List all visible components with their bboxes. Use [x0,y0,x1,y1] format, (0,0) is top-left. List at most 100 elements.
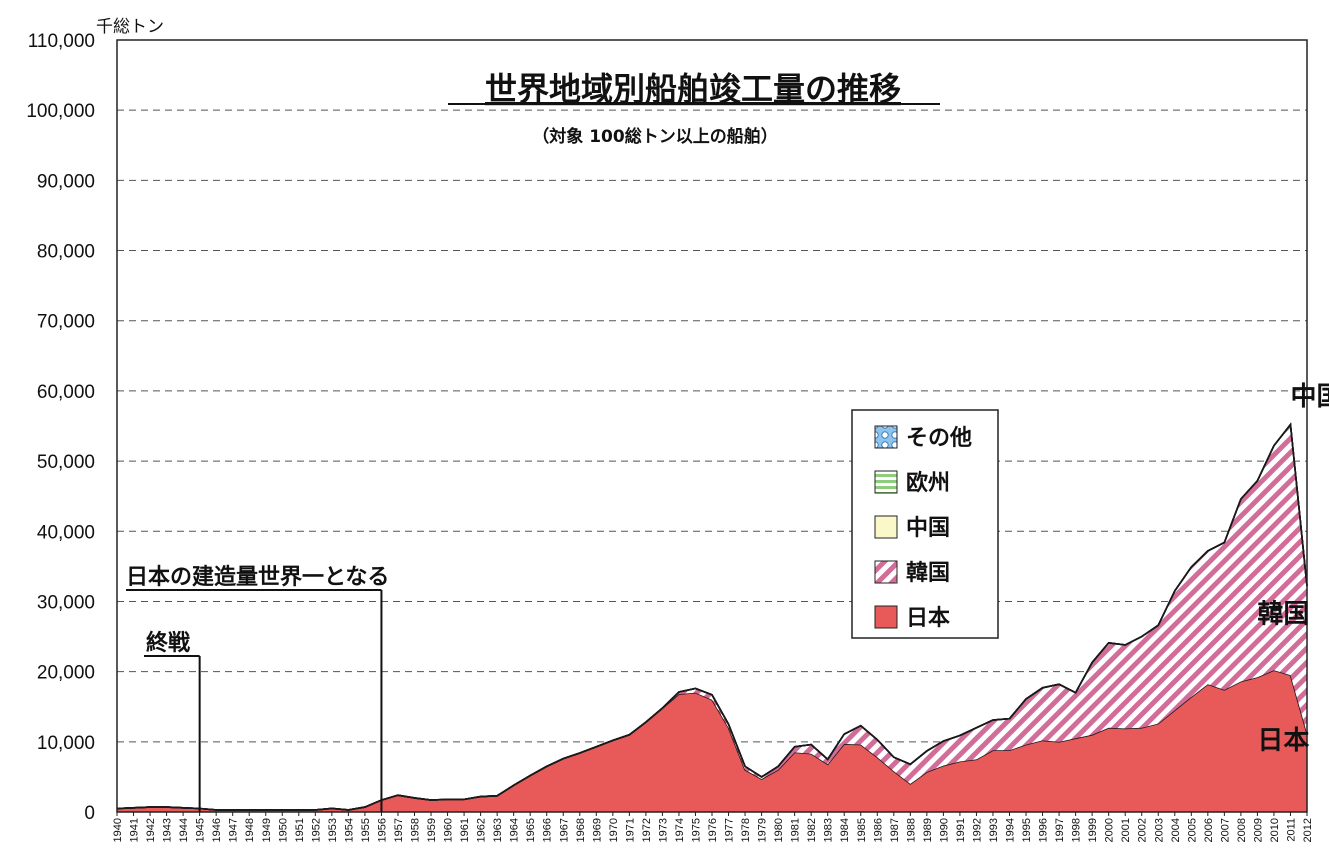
x-tick-label: 1991 [955,818,967,842]
x-tick-label: 1978 [740,818,752,842]
x-tick-label: 1968 [575,818,587,842]
region-label: 韓国 [1257,600,1309,630]
stacked-areas [116,422,1308,812]
annotation-label: 終戦 [146,630,191,656]
x-tick-label: 1940 [112,818,124,842]
x-tick-label: 1989 [922,818,934,842]
x-tick-label: 2005 [1186,818,1198,842]
legend-swatch-china [874,515,898,539]
x-tick-label: 1941 [129,818,141,842]
chart-subtitle: （対象 100総トン以上の船舶） [532,126,777,147]
y-tick-label: 60,000 [37,382,95,403]
x-tick-label: 1988 [905,818,917,842]
x-tick-label: 2004 [1170,818,1182,842]
x-tick-label: 1960 [443,818,455,842]
y-tick-label: 70,000 [37,312,95,333]
x-tick-label: 1990 [938,818,950,842]
x-tick-label: 1999 [1087,818,1099,842]
x-tick-label: 1964 [509,818,521,842]
x-tick-label: 1981 [790,818,802,842]
x-tick-label: 1965 [525,818,537,842]
x-tick-label: 1977 [724,818,736,842]
y-tick-label: 0 [84,803,95,824]
x-tick-label: 1949 [261,818,273,842]
x-tick-label: 2007 [1219,818,1231,842]
x-tick-label: 2000 [1104,818,1116,842]
x-tick-label: 2002 [1137,818,1149,842]
y-tick-label: 110,000 [28,31,95,52]
x-tick-label: 2012 [1302,818,1314,842]
x-tick-label: 1966 [542,818,554,842]
x-tick-label: 1974 [674,818,686,842]
x-tick-label: 2001 [1120,818,1132,842]
x-tick-label: 1946 [211,818,223,842]
x-tick-label: 1956 [376,818,388,842]
x-tick-label: 1994 [1005,818,1017,842]
x-tick-label: 1986 [872,818,884,842]
annotation-label: 日本の建造量世界一となる [126,565,389,590]
x-tick-label: 1947 [228,818,240,842]
x-tick-label: 1962 [476,818,488,842]
x-tick-label: 1976 [707,818,719,842]
x-tick-label: 1980 [773,818,785,842]
x-tick-label: 1958 [410,818,422,842]
x-tick-label: 2003 [1153,818,1165,842]
x-tick-label: 1973 [657,818,669,842]
y-tick-label: 100,000 [26,101,95,122]
x-tick-label: 1944 [178,818,190,842]
x-tick-label: 2009 [1252,818,1264,842]
x-tick-label: 2006 [1203,818,1215,842]
legend-label-china: 中国 [906,516,950,541]
x-tick-label: 1970 [608,818,620,842]
y-tick-label: 50,000 [37,452,95,473]
legend: その他 欧州 中国 韓国 日本 [851,409,999,639]
legend-label-europe: 欧州 [906,470,950,496]
y-tick-label: 90,000 [37,171,95,192]
legend-swatch-europe [874,470,898,494]
x-tick-label: 1959 [426,818,438,842]
x-tick-label: 1975 [690,818,702,842]
gridlines [117,109,1307,743]
y-tick-label: 20,000 [37,663,95,684]
y-axis-unit-label: 千総トン [96,17,164,37]
area-series-0 [117,670,1307,812]
x-tick-label: 1951 [294,818,306,842]
x-axis: 1940 1941 1942 1943 1944 1945 1946 1947 1948 1949… [112,812,1314,842]
legend-swatch-other [874,425,898,449]
x-tick-label: 1972 [641,818,653,842]
y-tick-label: 40,000 [37,522,95,543]
x-tick-label: 2010 [1269,818,1281,842]
x-tick-label: 1954 [343,818,355,842]
x-tick-label: 1985 [856,818,868,842]
y-tick-label: 10,000 [37,733,95,754]
legend-label-other: その他 [906,426,972,451]
legend-label-korea: 韓国 [906,560,950,586]
x-tick-label: 1943 [162,818,174,842]
region-label: 中国 [1290,382,1329,412]
x-tick-label: 1953 [327,818,339,842]
x-tick-label: 1998 [1071,818,1083,842]
x-tick-label: 1997 [1054,818,1066,842]
x-tick-label: 2008 [1236,818,1248,842]
legend-swatch-japan [874,605,898,629]
x-tick-label: 1995 [1021,818,1033,842]
area-series-outline-4 [116,422,1308,811]
x-tick-label: 1992 [971,818,983,842]
legend-label-japan: 日本 [906,606,950,631]
x-tick-label: 1942 [145,818,157,842]
region-label: 日本 [1257,726,1309,756]
x-tick-label: 1996 [1038,818,1050,842]
x-tick-label: 1948 [244,818,256,842]
x-tick-label: 1945 [195,818,207,842]
x-tick-label: 1955 [360,818,372,842]
x-tick-label: 1969 [591,818,603,842]
x-tick-label: 1967 [558,818,570,842]
y-axis: 0 10,000 20,000 30,000 40,000 50,000 60,000 70,… [26,31,95,824]
x-tick-label: 1952 [310,818,322,842]
x-tick-label: 1971 [624,818,636,842]
x-tick-label: 1982 [806,818,818,842]
x-tick-label: 1979 [757,818,769,842]
